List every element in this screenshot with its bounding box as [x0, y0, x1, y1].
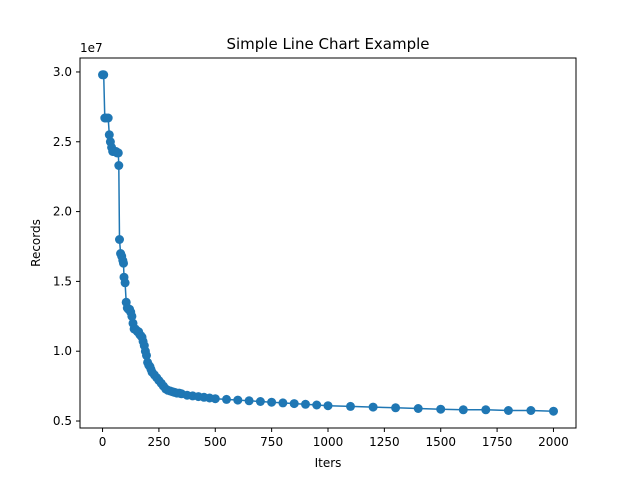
data-point: [114, 161, 123, 170]
chart-title: Simple Line Chart Example: [226, 35, 429, 53]
data-point: [391, 403, 400, 412]
y-tick-label: 3.0: [53, 65, 72, 79]
data-point: [99, 70, 108, 79]
y-scale-label: 1e7: [80, 41, 103, 55]
data-point: [256, 397, 265, 406]
data-point: [504, 406, 513, 415]
x-tick-label: 1750: [482, 435, 513, 449]
x-tick-label: 1500: [425, 435, 456, 449]
data-point: [459, 405, 468, 414]
data-point: [267, 398, 276, 407]
data-point: [222, 395, 231, 404]
data-point: [324, 401, 333, 410]
data-point: [290, 399, 299, 408]
data-point: [526, 406, 535, 415]
y-tick-label: 2.0: [53, 205, 72, 219]
data-point: [481, 405, 490, 414]
data-point: [301, 400, 310, 409]
x-tick-label: 0: [99, 435, 107, 449]
x-tick-label: 2000: [538, 435, 569, 449]
data-point: [114, 148, 123, 157]
x-axis-label: Iters: [315, 456, 342, 470]
y-axis-label: Records: [29, 219, 43, 267]
y-axis: 0.5 1.0 1.5 2.0 2.5 3.0: [53, 65, 80, 428]
data-point: [436, 405, 445, 414]
data-point: [549, 407, 558, 416]
x-tick-label: 1250: [369, 435, 400, 449]
x-axis: 0 250 500 750 1000 1250 1500 1750 2000: [99, 428, 569, 449]
y-tick-label: 1.0: [53, 344, 72, 358]
data-point: [369, 403, 378, 412]
data-point: [346, 402, 355, 411]
data-point: [211, 394, 220, 403]
x-tick-label: 250: [147, 435, 170, 449]
data-point: [312, 401, 321, 410]
series-line: [103, 75, 554, 411]
y-tick-label: 0.5: [53, 414, 72, 428]
data-point: [278, 398, 287, 407]
x-tick-label: 500: [204, 435, 227, 449]
data-point: [121, 278, 130, 287]
x-tick-label: 1000: [313, 435, 344, 449]
x-tick-label: 750: [260, 435, 283, 449]
data-point: [414, 404, 423, 413]
plot-area: [98, 70, 558, 415]
y-tick-label: 2.5: [53, 135, 72, 149]
data-point: [119, 259, 128, 268]
y-tick-label: 1.5: [53, 274, 72, 288]
data-point: [245, 396, 254, 405]
data-point: [115, 235, 124, 244]
data-point: [233, 396, 242, 405]
data-point: [104, 114, 113, 123]
